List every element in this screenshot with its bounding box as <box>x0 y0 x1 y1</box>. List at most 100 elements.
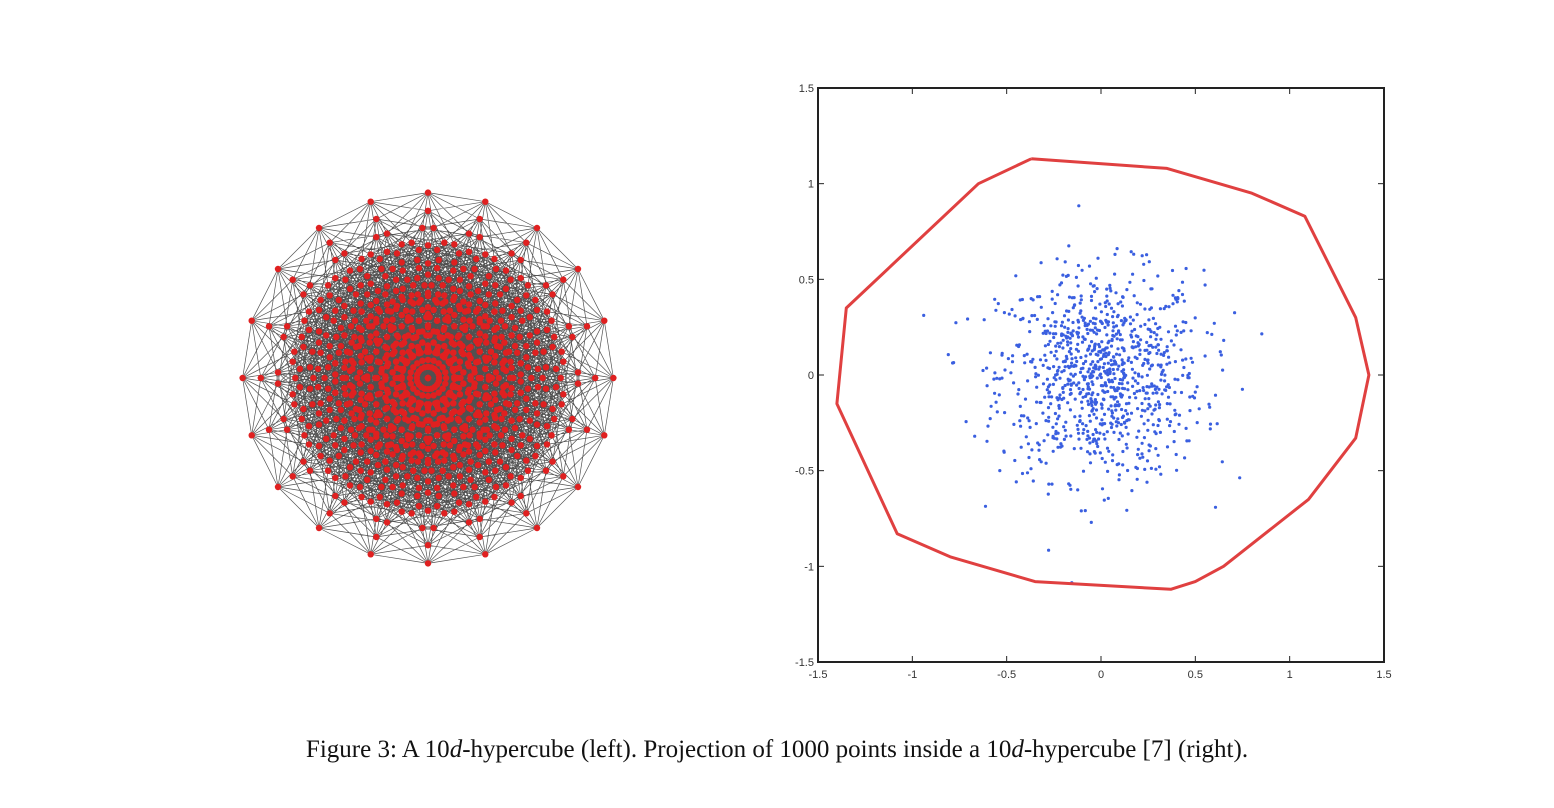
scatter-point <box>1142 361 1146 366</box>
hypercube-vertex <box>382 373 389 380</box>
hypercube-vertex <box>414 458 422 465</box>
scatter-point <box>1074 356 1078 360</box>
scatter-point <box>1140 401 1144 406</box>
scatter-point <box>1071 329 1075 333</box>
hypercube-vertex <box>298 415 305 423</box>
scatter-point <box>1107 380 1112 384</box>
scatter-point <box>1117 330 1121 334</box>
scatter-point <box>1039 305 1043 309</box>
hypercube-vertex <box>367 498 374 505</box>
hypercube-vertex <box>408 239 415 246</box>
scatter-point <box>1123 421 1127 425</box>
scatter-point <box>1116 417 1120 421</box>
scatter-point <box>1098 422 1102 426</box>
hypercube-vertex <box>383 501 391 508</box>
hypercube-vertex <box>465 333 473 341</box>
hypercube-vertex <box>398 426 405 433</box>
scatter-point <box>1162 353 1166 357</box>
hypercube-vertex <box>383 404 391 411</box>
hypercube-vertex <box>326 239 333 246</box>
hypercube-vertex <box>492 380 500 387</box>
hypercube-vertex <box>476 215 483 223</box>
hypercube-vertex <box>456 391 464 398</box>
hypercube-vertex <box>492 449 499 456</box>
hypercube-vertex <box>526 314 533 321</box>
hypercube-vertex <box>342 391 349 398</box>
scatter-point <box>1093 290 1097 294</box>
scatter-point <box>1086 347 1090 351</box>
hypercube-vertex <box>465 404 473 411</box>
hypercube-vertex <box>383 448 391 455</box>
hypercube-vertex <box>487 401 495 408</box>
scatter-point <box>1110 409 1114 413</box>
scatter-point <box>1051 425 1055 429</box>
scatter-point <box>1116 367 1120 371</box>
scatter-point <box>1175 329 1179 333</box>
scatter-point <box>1025 352 1029 356</box>
hypercube-vertex <box>465 519 473 526</box>
scatter-point <box>1000 376 1004 380</box>
scatter-point <box>1111 367 1115 372</box>
scatter-point <box>1093 363 1097 367</box>
hypercube-vertex <box>332 492 339 500</box>
scatter-point <box>1148 307 1152 311</box>
scatter-point <box>1193 390 1197 394</box>
hypercube-vertex <box>390 342 397 350</box>
scatter-point <box>1213 393 1218 397</box>
hypercube-vertex <box>373 348 380 355</box>
scatter-point <box>1173 377 1177 381</box>
hypercube-vertex <box>508 364 515 372</box>
scatter-point <box>1078 301 1082 305</box>
scatter-point <box>1105 294 1109 298</box>
scatter-point <box>1143 409 1147 413</box>
hypercube-vertex <box>466 317 473 324</box>
scatter-point <box>1078 370 1083 374</box>
hypercube-vertex <box>466 432 473 439</box>
hypercube-vertex <box>383 301 391 308</box>
scatter-point <box>1010 360 1015 364</box>
hypercube-vertex <box>315 524 323 532</box>
hypercube-vertex <box>532 296 539 304</box>
hypercube-vertex <box>540 401 547 408</box>
hypercube-vertex <box>384 389 392 396</box>
hypercube-vertex <box>548 432 555 439</box>
hypercube-vertex <box>421 467 428 474</box>
scatter-point <box>1110 459 1115 463</box>
hypercube-vertex <box>419 410 426 417</box>
hypercube-vertex <box>424 356 432 364</box>
scatter-point <box>1115 424 1119 428</box>
scatter-point <box>1151 391 1155 395</box>
projection-scatter-chart: -1.5 -1 -0.5 0 0.5 1 1.51.510.50-0.5-1-1.5 <box>795 83 1392 681</box>
scatter-point <box>1120 434 1124 438</box>
scatter-point <box>1104 354 1108 359</box>
hypercube-vertex <box>482 198 489 205</box>
hypercube-vertex <box>339 374 346 382</box>
hypercube-vertex <box>335 452 342 460</box>
scatter-point <box>1039 460 1043 464</box>
scatter-point <box>988 417 992 421</box>
scatter-point <box>1142 388 1146 393</box>
scatter-point <box>966 317 970 321</box>
hypercube-vertex <box>391 401 398 408</box>
hypercube-vertex <box>330 317 337 324</box>
scatter-point <box>1147 449 1151 453</box>
scatter-point <box>1105 446 1110 450</box>
scatter-point <box>1165 402 1169 406</box>
hypercube-vertex <box>408 406 415 414</box>
scatter-point <box>1146 361 1150 365</box>
scatter-point <box>1148 444 1152 448</box>
scatter-point <box>1087 344 1092 348</box>
hypercube-vertex <box>524 467 532 474</box>
scatter-point <box>1108 370 1112 374</box>
hypercube-vertex <box>315 224 323 232</box>
hypercube-vertex <box>315 306 323 314</box>
hypercube-vertex <box>274 265 282 273</box>
scatter-point <box>1131 376 1135 380</box>
scatter-point <box>1157 406 1161 410</box>
scatter-point <box>1139 338 1143 342</box>
scatter-point <box>1009 371 1013 375</box>
scatter-point <box>1173 360 1177 364</box>
scatter-point <box>1159 472 1163 476</box>
scatter-point <box>1116 386 1120 390</box>
hypercube-vertex <box>467 458 474 465</box>
